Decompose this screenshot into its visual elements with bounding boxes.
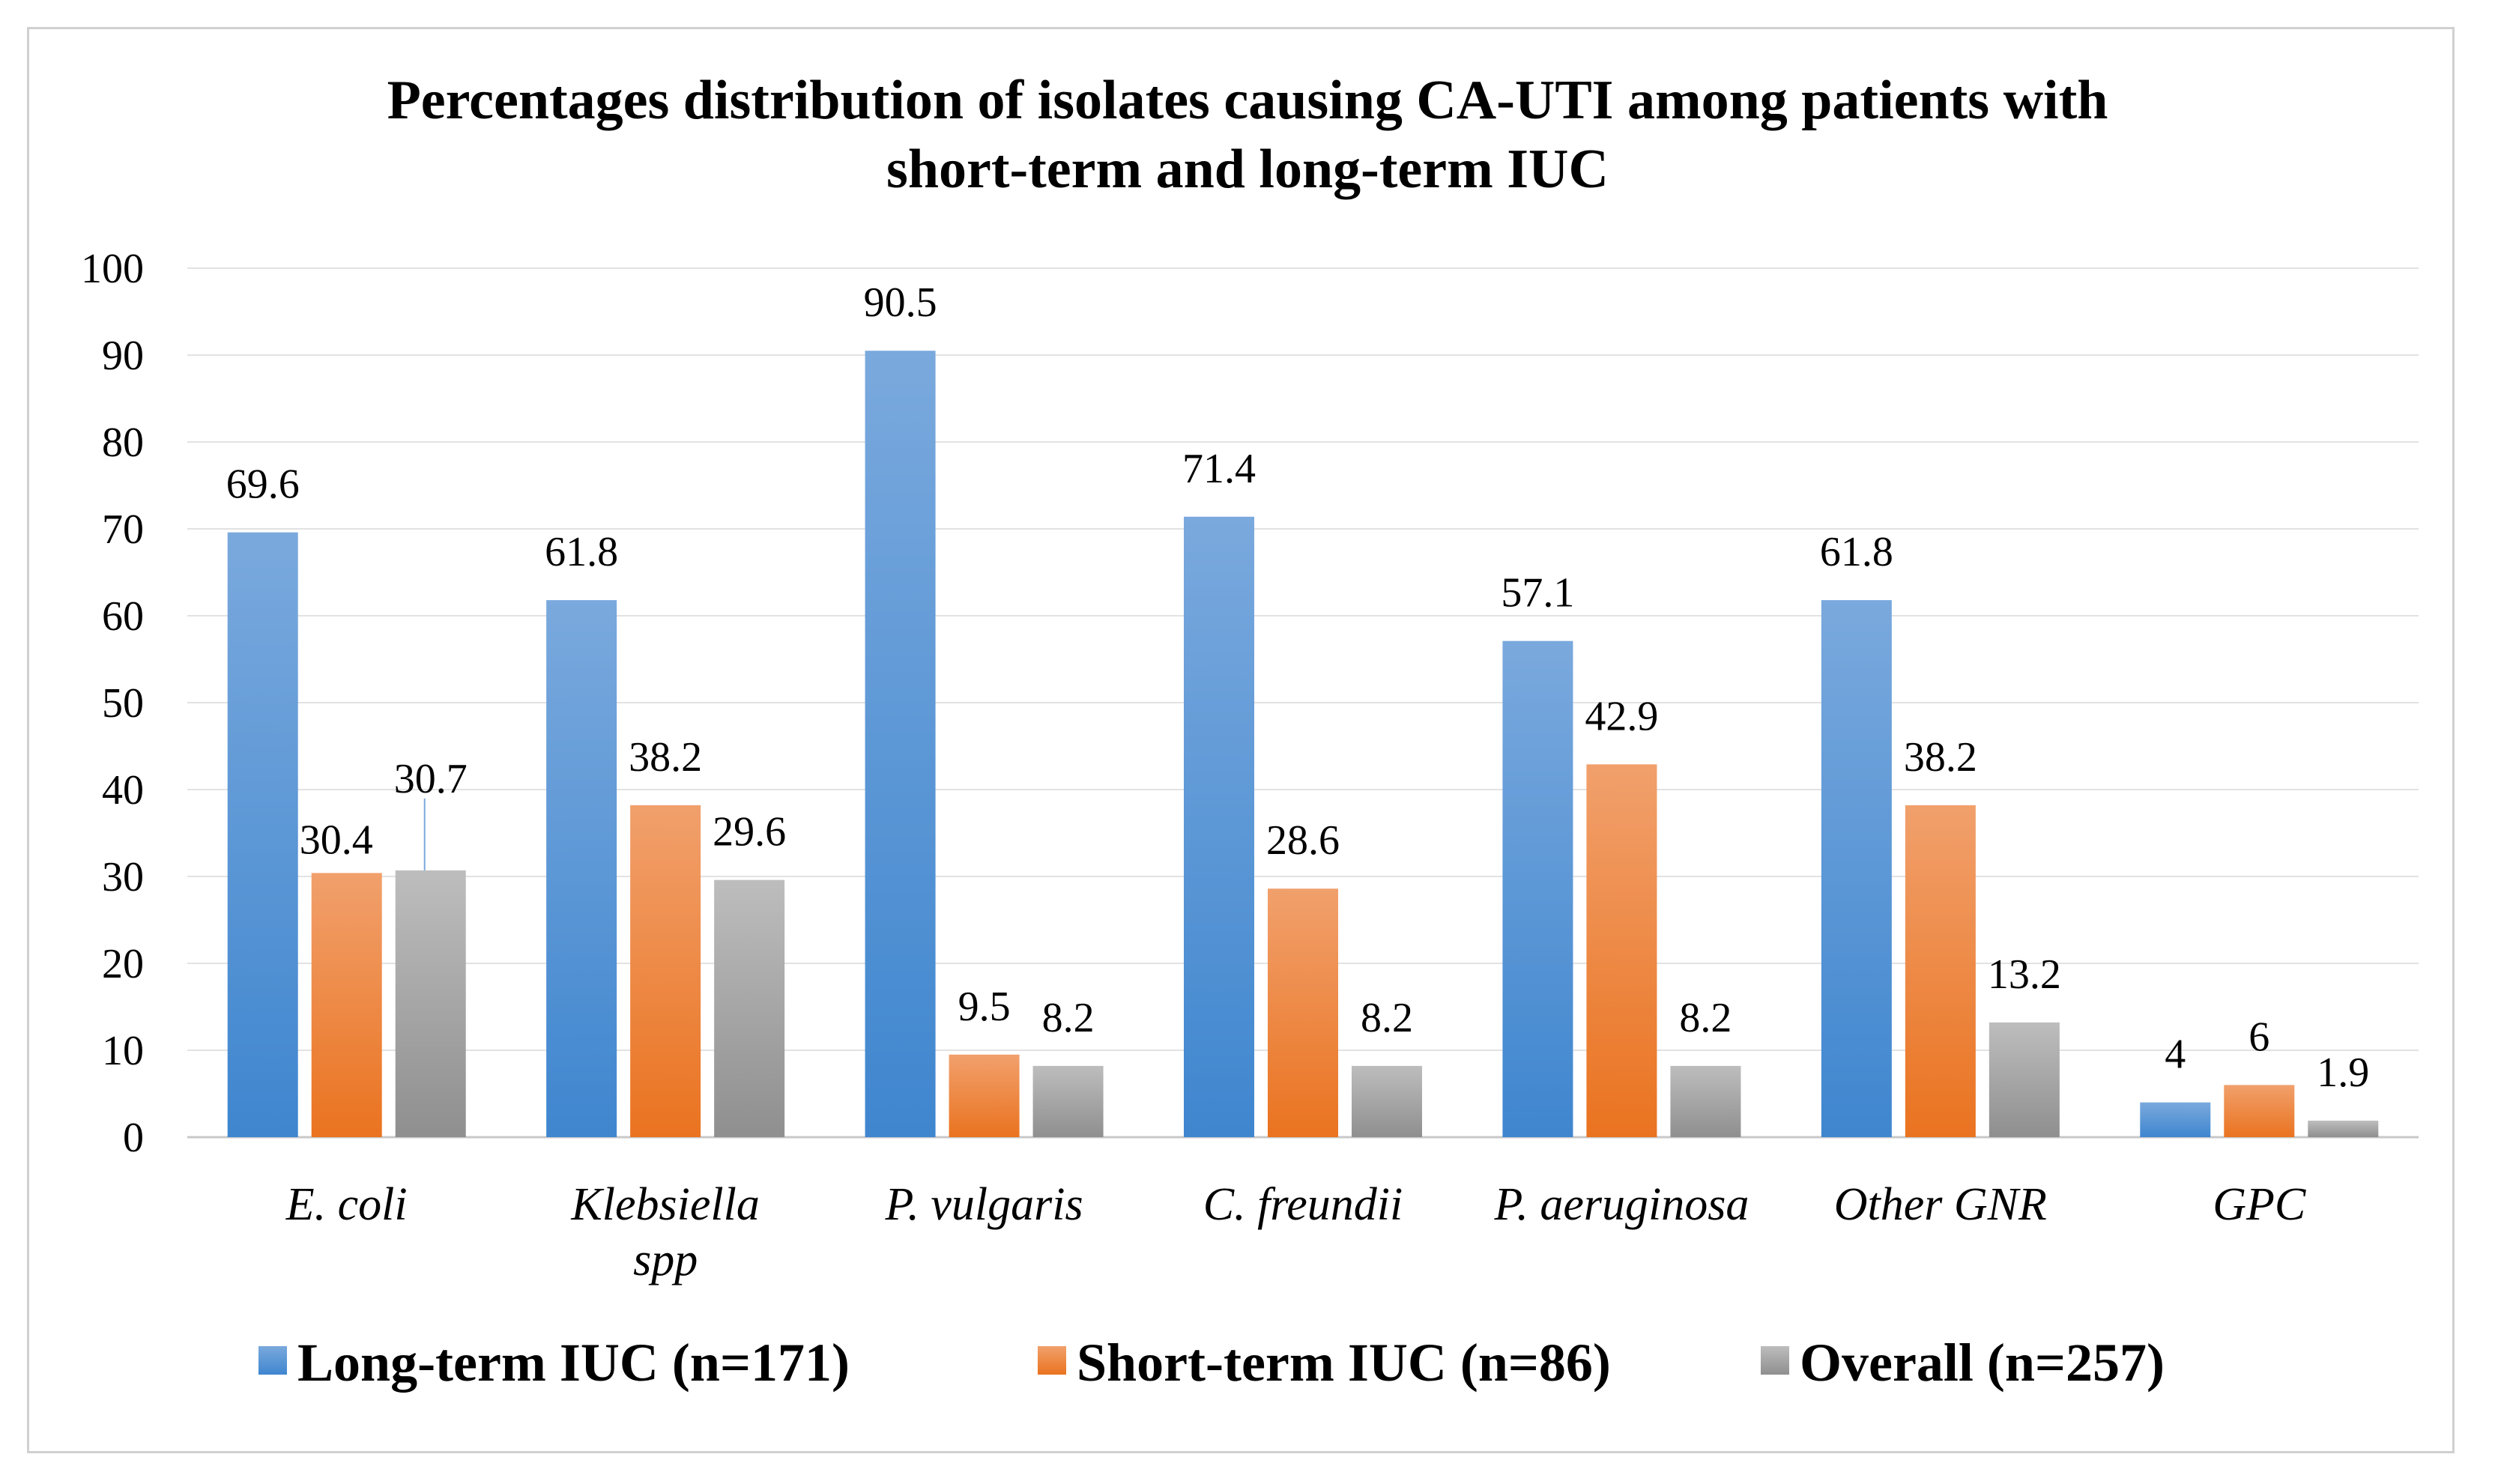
y-tick-label: 0 [123,1115,144,1161]
y-tick-label: 60 [102,593,144,640]
bar-series-3-category-7 [2308,1120,2379,1137]
bar-series-1-category-5 [1502,640,1573,1137]
y-tick-label: 70 [102,506,144,553]
x-category-label: E. coli [285,1179,408,1230]
data-label: 8.2 [1361,995,1413,1041]
bar-series-2-category-4 [1268,888,1338,1137]
data-label: 71.4 [1182,446,1256,492]
y-tick-label: 40 [102,767,144,814]
data-label: 6 [2248,1014,2269,1060]
bar-series-1-category-3 [865,351,936,1138]
bar-series-1-category-2 [546,600,617,1137]
y-tick-label: 10 [102,1028,144,1074]
chart-title: Percentages distribution of isolates cau… [387,70,2108,200]
bar-series-3-category-2 [714,879,785,1137]
data-label: 61.8 [545,529,618,575]
x-category-label: P. aeruginosa [1493,1179,1749,1230]
chart-title-line-2: short-term and long-term IUC [886,139,1609,200]
data-label: 90.5 [864,279,937,326]
bar-series-1-category-4 [1184,516,1254,1137]
bar-series-3-category-4 [1352,1065,1422,1137]
x-category-label: Other GNR [1834,1179,2047,1230]
bar-series-3-category-3 [1032,1065,1104,1137]
data-label: 13.2 [1988,951,2061,998]
bar-series-2-category-1 [311,873,382,1137]
data-label: 69.6 [226,461,300,508]
legend-swatch-2 [1038,1346,1066,1375]
bar-series-2-category-2 [630,805,701,1137]
y-tick-label: 20 [102,941,144,987]
bar-series-3-category-6 [1989,1022,2060,1137]
data-label: 29.6 [713,809,786,855]
bar-series-3-category-1 [395,870,466,1137]
x-category-label: P. vulgaris [885,1179,1083,1230]
data-label: 30.7 [394,756,468,802]
chart-title-line-1: Percentages distribution of isolates cau… [387,70,2108,131]
y-tick-label: 90 [102,333,144,379]
legend-label-3: Overall (n=257) [1800,1333,2165,1393]
data-label: 61.8 [1820,529,1893,575]
y-tick-label: 50 [102,680,144,727]
bar-series-3-category-5 [1670,1065,1741,1137]
x-category-label: C. freundii [1203,1179,1403,1230]
bars [227,351,2379,1138]
x-category-label: Klebsiella [570,1179,759,1230]
legend: Long-term IUC (n=171) Short-term IUC (n=8… [258,1333,2165,1393]
legend-swatch-1 [258,1346,287,1375]
y-tick-label: 100 [81,246,144,292]
data-label: 30.4 [300,817,373,863]
data-label: 28.6 [1266,817,1340,864]
data-label: 1.9 [2317,1050,2369,1096]
bar-series-1-category-1 [227,532,298,1137]
y-tick-label: 30 [102,854,144,900]
x-category-label: spp [633,1235,698,1285]
bar-series-2-category-6 [1905,805,1976,1137]
bar-series-1-category-6 [1821,600,1892,1137]
data-label: 57.1 [1501,570,1574,617]
bar-series-2-category-5 [1586,764,1657,1137]
data-labels: 69.630.430.761.838.229.690.59.5 8.271.428… [226,279,2370,1096]
data-label: 8.2 [1042,995,1095,1041]
data-label: 38.2 [1904,734,1977,781]
legend-swatch-3 [1761,1346,1789,1375]
bar-series-1-category-7 [2140,1102,2211,1137]
y-tick-label: 80 [102,420,144,466]
x-category-label: GPC [2213,1179,2306,1230]
data-label: 38.2 [629,734,702,781]
bar-series-2-category-3 [949,1054,1020,1137]
legend-label-2: Short-term IUC (n=86) [1077,1333,1611,1393]
data-label: 4 [2165,1032,2186,1078]
data-label: 8.2 [1679,995,1732,1041]
legend-label-1: Long-term IUC (n=171) [297,1333,850,1393]
data-label: 9.5 [958,984,1011,1030]
bar-series-2-category-7 [2224,1085,2295,1137]
data-label: 42.9 [1585,693,1658,739]
y-axis-tick-labels: 0 10 20 30 40 50 60 70 80 90 100 [81,246,144,1161]
